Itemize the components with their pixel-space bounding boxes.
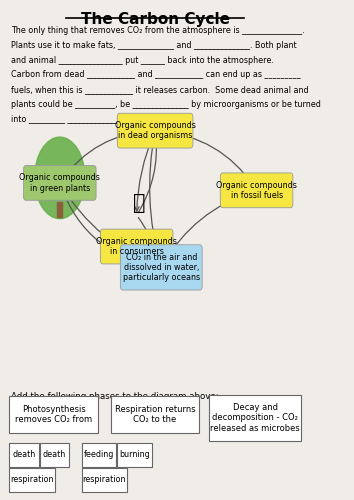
FancyBboxPatch shape (209, 394, 301, 441)
Text: respiration: respiration (82, 475, 126, 484)
Text: Organic compounds
in fossil fuels: Organic compounds in fossil fuels (216, 180, 297, 200)
Text: burning: burning (119, 450, 150, 460)
Text: Organic compounds
in green plants: Organic compounds in green plants (19, 173, 100, 193)
FancyBboxPatch shape (82, 443, 116, 467)
Text: The Carbon Cycle: The Carbon Cycle (81, 12, 230, 28)
Text: feeding: feeding (84, 450, 114, 460)
Text: Carbon from dead ____________ and ____________ can end up as _________: Carbon from dead ____________ and ______… (11, 70, 300, 79)
Text: into _________ _________________ by humans.: into _________ _________________ by huma… (11, 115, 184, 124)
FancyBboxPatch shape (40, 443, 69, 467)
Text: Organic compounds
in dead organisms: Organic compounds in dead organisms (115, 121, 195, 141)
Text: Respiration returns
CO₂ to the: Respiration returns CO₂ to the (115, 405, 195, 424)
Bar (57, 202, 62, 216)
FancyBboxPatch shape (117, 443, 152, 467)
FancyBboxPatch shape (10, 468, 55, 491)
FancyBboxPatch shape (10, 396, 98, 434)
Text: death: death (12, 450, 36, 460)
Text: death: death (42, 450, 66, 460)
FancyBboxPatch shape (82, 468, 127, 491)
FancyBboxPatch shape (117, 114, 193, 148)
Text: CO₂ in the air and
dissolved in water,
particularly oceans: CO₂ in the air and dissolved in water, p… (123, 252, 200, 282)
Text: plants could be __________, be ______________ by microorganisms or be turned: plants could be __________, be _________… (11, 100, 320, 109)
FancyBboxPatch shape (23, 166, 96, 200)
Text: Photosynthesis
removes CO₂ from: Photosynthesis removes CO₂ from (15, 405, 92, 424)
FancyBboxPatch shape (10, 443, 39, 467)
FancyBboxPatch shape (111, 396, 199, 434)
FancyBboxPatch shape (120, 245, 202, 290)
Text: Plants use it to make fats, ______________ and ______________. Both plant: Plants use it to make fats, ____________… (11, 41, 296, 50)
Text: The only thing that removes CO₂ from the atmosphere is _______________.: The only thing that removes CO₂ from the… (11, 26, 304, 35)
Text: respiration: respiration (10, 475, 54, 484)
Text: Organic compounds
in consumers: Organic compounds in consumers (96, 237, 177, 256)
FancyBboxPatch shape (220, 173, 293, 208)
Text: 🐄: 🐄 (133, 193, 146, 213)
Text: fuels, when this is ____________ it releases carbon.  Some dead animal and: fuels, when this is ____________ it rele… (11, 85, 308, 94)
FancyBboxPatch shape (101, 229, 173, 264)
Circle shape (35, 137, 85, 218)
Text: Add the following phases to the diagram above:: Add the following phases to the diagram … (11, 392, 218, 400)
Text: Decay and
decomposition - CO₂
released as microbes: Decay and decomposition - CO₂ released a… (210, 403, 300, 432)
Text: and animal ________________ put ______ back into the atmosphere.: and animal ________________ put ______ b… (11, 56, 274, 65)
